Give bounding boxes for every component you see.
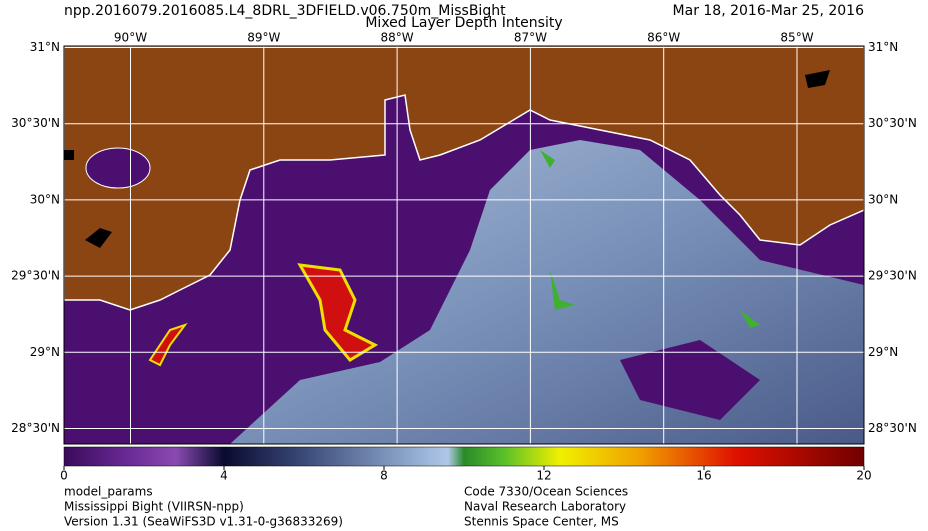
graticule-labels: 90°W 89°W 88°W 87°W 86°W 85°W 31°N 31°N 30°30'N 3… [11, 31, 917, 436]
latitude-label: 28°30'N [11, 421, 60, 435]
colorbar [63, 446, 865, 467]
latitude-label: 30°30'N [11, 116, 60, 130]
map [64, 46, 864, 444]
footer-right: Naval Research Laboratory [464, 500, 626, 514]
longitude-label: 89°W [247, 31, 280, 45]
footer-right: Code 7330/Ocean Sciences [464, 485, 628, 499]
deep-water [620, 340, 760, 420]
footer-left: Mississippi Bight (VIIRSN-npp) [64, 500, 244, 514]
footer-left: model_params [64, 485, 153, 499]
date-range: Mar 18, 2016-Mar 25, 2016 [673, 3, 865, 19]
graticule [64, 46, 864, 444]
map-title: Mixed Layer Depth Intensity [365, 15, 562, 31]
latitude-label: 28°30'N [868, 421, 917, 435]
latitude-label: 31°N [30, 40, 60, 54]
latitude-label: 30°30'N [868, 116, 917, 130]
lake [85, 147, 151, 189]
latitude-label: 31°N [868, 40, 898, 54]
latitude-label: 29°30'N [11, 269, 60, 283]
colorbar-tick-label: 8 [380, 469, 388, 483]
longitude-label: 90°W [114, 31, 147, 45]
colorbar-tick-label: 12 [536, 469, 551, 483]
latitude-label: 29°30'N [868, 269, 917, 283]
longitude-label: 85°W [780, 31, 813, 45]
latitude-label: 30°N [868, 192, 898, 206]
footer-right: Stennis Space Center, MS [464, 515, 619, 529]
high-intensity [297, 263, 379, 362]
colorbar-tick-label: 0 [60, 469, 68, 483]
filename: npp.2016079.2016085.L4_8DRL_3DFIELD.v06.… [64, 3, 506, 19]
footer-left: Version 1.31 (SeaWiFS3D v1.31-0-g3683326… [64, 515, 343, 529]
map-frame [63, 45, 865, 445]
latitude-label: 29°N [868, 345, 898, 359]
longitude-label: 87°W [514, 31, 547, 45]
latitude-label: 30°N [30, 192, 60, 206]
colorbar-ticks: 0 4 8 12 16 20 [60, 466, 872, 483]
high-intensity [148, 323, 188, 367]
longitude-label: 86°W [647, 31, 680, 45]
colorbar-tick-label: 20 [856, 469, 871, 483]
longitude-label: 88°W [381, 31, 414, 45]
colorbar-tick-label: 4 [220, 469, 228, 483]
latitude-label: 29°N [30, 345, 60, 359]
colorbar-tick-label: 16 [696, 469, 711, 483]
